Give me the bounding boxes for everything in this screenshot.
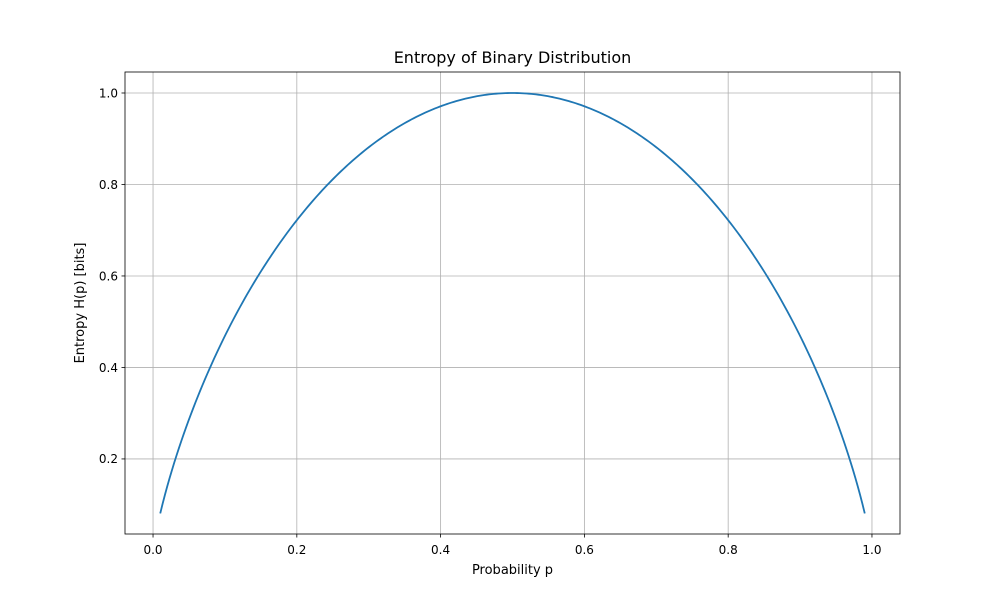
y-tick-label: 0.8	[99, 178, 118, 192]
y-axis-ticks: 0.2 0.4 0.6 0.8 1.0	[99, 86, 125, 466]
x-tick-label: 0.2	[287, 543, 306, 557]
x-tick-label: 0.0	[143, 543, 162, 557]
y-tick-label: 0.6	[99, 269, 118, 283]
y-tick-label: 1.0	[99, 86, 118, 100]
x-tick-label: 0.4	[431, 543, 450, 557]
x-tick-label: 0.6	[575, 543, 594, 557]
entropy-line	[159, 92, 866, 514]
gridlines	[125, 72, 900, 534]
x-tick-label: 0.8	[719, 543, 738, 557]
y-tick-label: 0.2	[99, 452, 118, 466]
chart-title: Entropy of Binary Distribution	[394, 48, 632, 67]
y-tick-label: 0.4	[99, 361, 118, 375]
x-tick-label: 1.0	[862, 543, 881, 557]
x-axis-title: Probability p	[472, 563, 553, 578]
series-layer	[159, 92, 866, 514]
plot-area-frame	[124, 71, 901, 535]
x-axis-ticks: 0.0 0.2 0.4 0.6 0.8 1.0	[143, 534, 882, 557]
y-axis-title: Entropy H(p) [bits]	[73, 243, 88, 364]
